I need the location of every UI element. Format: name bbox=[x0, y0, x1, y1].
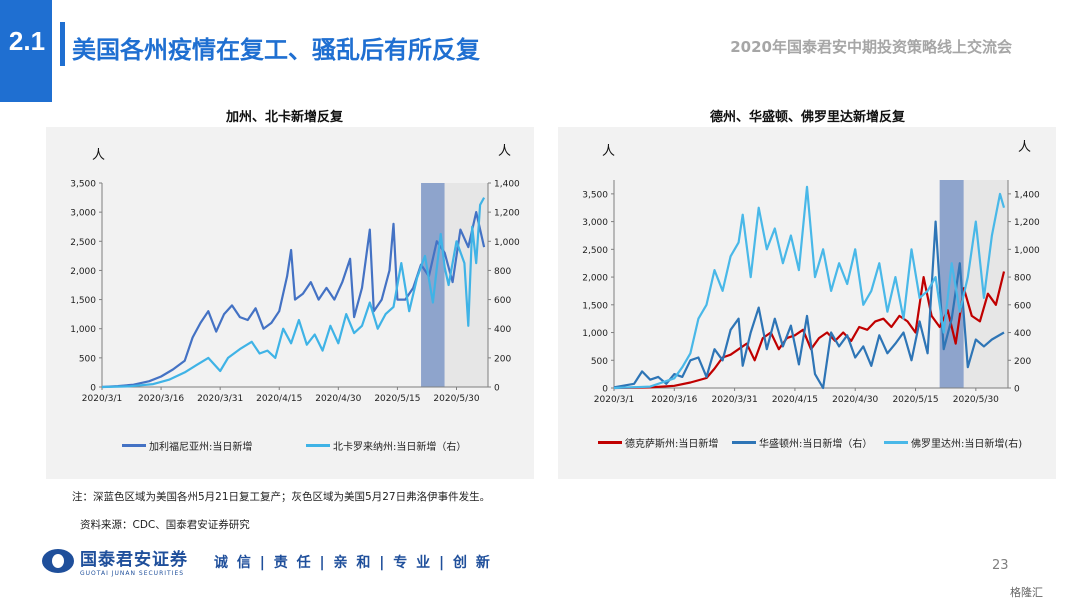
company-name-en: GUOTAI JUNAN SECURITIES bbox=[80, 570, 185, 577]
line-chart-1: 0 500 1,000 1,500 2,000 2,500 3,000 3,500 0 200 40… bbox=[70, 180, 520, 405]
y-tick-label-left: 2,500 bbox=[70, 238, 96, 248]
legend-swatch bbox=[122, 444, 146, 447]
y-tick-label-right: 1,200 bbox=[1014, 218, 1040, 228]
legend-item: 佛罗里达州:当日新增(右) bbox=[884, 435, 1022, 450]
legend-swatch bbox=[598, 441, 622, 444]
logo-icon bbox=[42, 549, 74, 573]
legend-label: 德克萨斯州:当日新增 bbox=[625, 439, 719, 450]
y-tick-label-right: 600 bbox=[1014, 301, 1031, 311]
chart-title: 德州、华盛顿、佛罗里达新增反复 bbox=[710, 110, 906, 125]
x-tick-label: 2020/3/1 bbox=[82, 394, 122, 404]
series-line-1 bbox=[613, 271, 1006, 390]
x-tick-label: 2020/4/30 bbox=[315, 394, 361, 404]
y-tick-label-left: 1,000 bbox=[582, 329, 608, 339]
chart-title: 加州、北卡新增反复 bbox=[226, 110, 344, 125]
y-tick-label-right: 200 bbox=[494, 354, 511, 364]
right-axis-unit: 人 bbox=[498, 144, 512, 159]
x-tick-label: 2020/5/15 bbox=[374, 394, 420, 404]
y-tick-label-left: 2,000 bbox=[70, 267, 96, 277]
y-tick-label-left: 3,000 bbox=[582, 218, 608, 228]
x-tick-label: 2020/4/15 bbox=[772, 395, 818, 405]
title-accent-bar bbox=[60, 22, 65, 66]
section-badge bbox=[0, 0, 52, 102]
y-tick-label-left: 1,500 bbox=[70, 296, 96, 306]
shaded-region bbox=[421, 183, 445, 387]
y-tick-label-right: 0 bbox=[494, 384, 500, 394]
section-number: 2.1 bbox=[8, 26, 46, 56]
y-tick-label-left: 0 bbox=[602, 385, 608, 395]
x-tick-label: 2020/5/15 bbox=[892, 395, 938, 405]
legend-label: 加利福尼亚州:当日新增 bbox=[149, 442, 253, 453]
series-line-3 bbox=[613, 185, 1006, 390]
x-tick-label: 2020/4/30 bbox=[832, 395, 878, 405]
y-tick-label-right: 1,400 bbox=[494, 180, 520, 190]
y-tick-label-right: 1,400 bbox=[1014, 190, 1040, 200]
legend-item: 德克萨斯州:当日新增 bbox=[598, 435, 718, 450]
legend-swatch bbox=[732, 441, 756, 444]
company-slogan: 诚 信 | 责 任 | 亲 和 | 专 业 | 创 新 bbox=[214, 555, 492, 571]
y-tick-label-left: 500 bbox=[79, 354, 96, 364]
event-title: 2020年国泰君安中期投资策略线上交流会 bbox=[730, 38, 1012, 56]
y-tick-label-left: 500 bbox=[591, 357, 608, 367]
left-axis-unit: 人 bbox=[92, 148, 106, 163]
y-tick-label-left: 3,500 bbox=[70, 180, 96, 190]
y-tick-label-right: 600 bbox=[494, 296, 511, 306]
series-line-2 bbox=[101, 197, 486, 389]
watermark: 格隆汇 bbox=[1010, 586, 1043, 599]
legend-item: 华盛顿州:当日新增（右） bbox=[732, 435, 872, 450]
y-tick-label-left: 3,000 bbox=[70, 209, 96, 219]
legend-swatch bbox=[884, 441, 908, 444]
y-tick-label-left: 1,000 bbox=[70, 325, 96, 335]
legend-swatch bbox=[306, 444, 330, 447]
y-tick-label-left: 1,500 bbox=[582, 301, 608, 311]
right-axis-unit: 人 bbox=[1018, 140, 1032, 155]
legend-label: 佛罗里达州:当日新增(右) bbox=[911, 439, 1023, 450]
left-axis-unit: 人 bbox=[602, 144, 616, 159]
y-tick-label-right: 400 bbox=[494, 325, 511, 335]
legend-label: 北卡罗来纳州:当日新增（右） bbox=[333, 442, 467, 453]
x-tick-label: 2020/3/16 bbox=[651, 395, 697, 405]
x-tick-label: 2020/4/15 bbox=[256, 394, 302, 404]
y-tick-label-right: 400 bbox=[1014, 329, 1031, 339]
y-tick-label-right: 800 bbox=[494, 267, 511, 277]
legend-label: 华盛顿州:当日新增（右） bbox=[759, 439, 873, 450]
series-line-1 bbox=[101, 210, 486, 389]
line-chart-2: 0 500 1,000 1,500 2,000 2,500 3,000 3,500 0 200 40… bbox=[582, 180, 1040, 405]
x-tick-label: 2020/3/16 bbox=[138, 394, 184, 404]
y-tick-label-right: 1,200 bbox=[494, 209, 520, 219]
x-tick-label: 2020/3/1 bbox=[594, 395, 634, 405]
x-tick-label: 2020/5/30 bbox=[953, 395, 999, 405]
y-tick-label-left: 2,000 bbox=[582, 274, 608, 284]
y-tick-label-right: 1,000 bbox=[1014, 246, 1040, 256]
y-tick-label-left: 0 bbox=[90, 384, 96, 394]
chart-note: 注：深蓝色区域为美国各州5月21日复工复产；灰色区域为美国5月27日弗洛伊事件发… bbox=[72, 491, 491, 503]
y-tick-label-right: 1,000 bbox=[494, 238, 520, 248]
y-tick-label-left: 3,500 bbox=[582, 190, 608, 200]
y-tick-label-right: 800 bbox=[1014, 274, 1031, 284]
data-source: 资料来源：CDC、国泰君安证券研究 bbox=[80, 519, 250, 531]
series-line-2 bbox=[613, 220, 1005, 390]
company-logo: 国泰君安证券 GUOTAI JUNAN SECURITIES bbox=[42, 545, 188, 577]
page-title: 美国各州疫情在复工、骚乱后有所反复 bbox=[72, 36, 480, 64]
page-number: 23 bbox=[992, 558, 1009, 573]
x-tick-label: 2020/5/30 bbox=[433, 394, 479, 404]
legend-item: 北卡罗来纳州:当日新增（右） bbox=[306, 438, 466, 453]
y-tick-label-right: 0 bbox=[1014, 385, 1020, 395]
x-tick-label: 2020/3/31 bbox=[712, 395, 758, 405]
shaded-region bbox=[939, 180, 964, 388]
y-tick-label-left: 2,500 bbox=[582, 246, 608, 256]
y-tick-label-right: 200 bbox=[1014, 357, 1031, 367]
legend-item: 加利福尼亚州:当日新增 bbox=[122, 438, 252, 453]
x-tick-label: 2020/3/31 bbox=[197, 394, 243, 404]
company-name-cn: 国泰君安证券 bbox=[80, 550, 188, 570]
